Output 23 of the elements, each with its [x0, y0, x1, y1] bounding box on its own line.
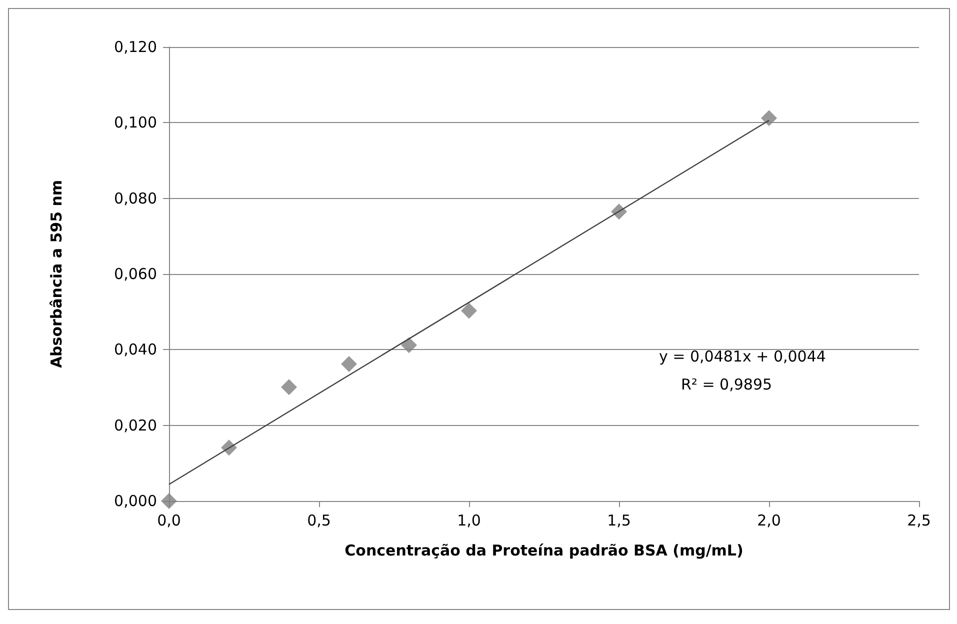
point	[761, 110, 777, 126]
point	[161, 493, 177, 509]
annotation: R² = 0,9895	[681, 376, 772, 394]
point	[461, 302, 477, 319]
point	[281, 379, 297, 396]
y-tick-label: 0,080	[114, 189, 157, 208]
y-tick-label: 0,060	[114, 265, 157, 283]
x-tick-label: 2,5	[907, 512, 931, 530]
x-tick-label: 1,5	[607, 512, 631, 530]
y-tick-label: 0,040	[114, 340, 157, 359]
point	[341, 356, 357, 372]
x-axis-title: Concentração da Proteína padrão BSA (mg/mL)	[344, 542, 744, 560]
x-tick-label: 0,0	[157, 512, 181, 530]
x-tick-label: 2,0	[757, 512, 781, 530]
x-tick-label: 0,5	[307, 512, 331, 530]
point	[401, 337, 417, 354]
y-tick-label: 0,000	[114, 492, 157, 510]
annotation: y = 0,0481x + 0,0044	[659, 348, 826, 366]
y-axis-title: Absorbância a 595 nm	[48, 180, 66, 368]
y-tick-label: 0,100	[114, 114, 157, 132]
x-tick-label: 1,0	[457, 512, 481, 530]
y-tick-label: 0,120	[114, 38, 157, 56]
y-tick-label: 0,020	[114, 416, 157, 434]
